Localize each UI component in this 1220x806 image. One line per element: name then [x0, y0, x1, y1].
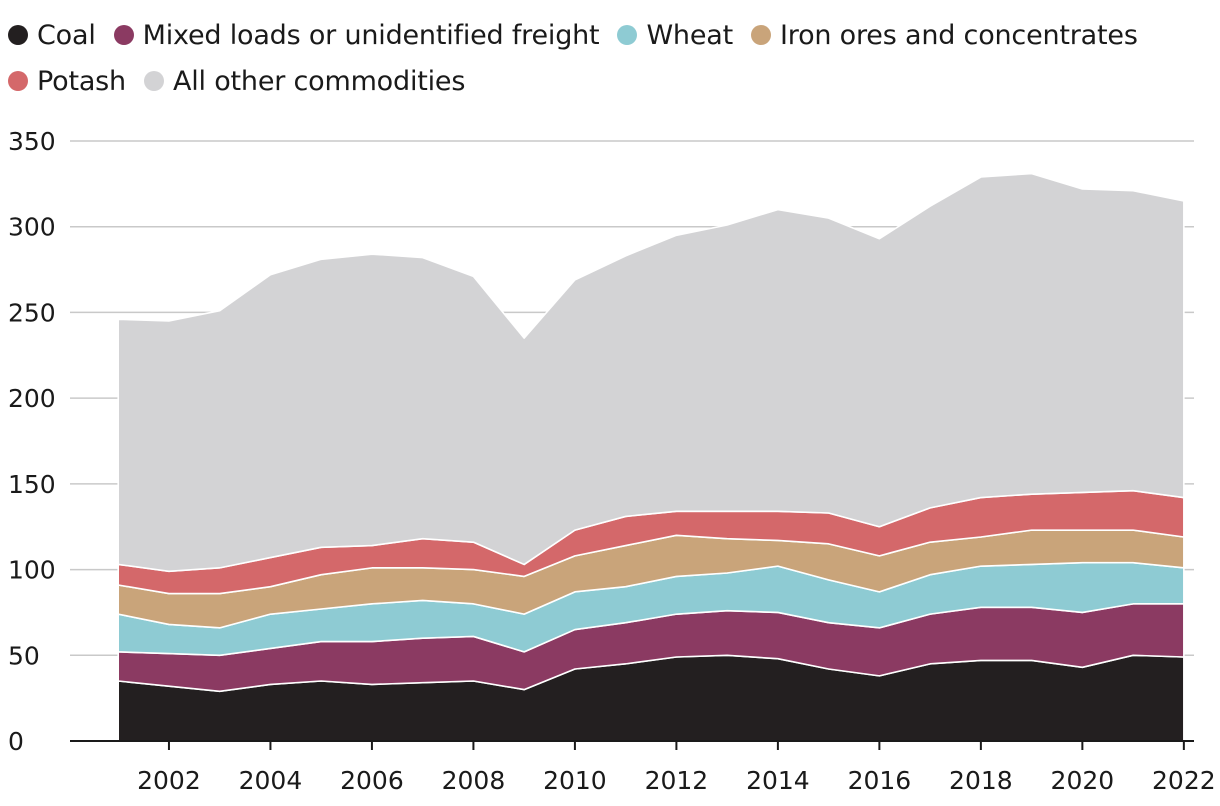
- legend-label-potash: Potash: [37, 65, 126, 97]
- legend-swatch-potash: [8, 71, 28, 91]
- x-tick-label-2016: 2016: [848, 766, 912, 795]
- x-axis: 2002 2004 2006 2008 2010 2012 2014 2016 2018 2020…: [70, 740, 1216, 795]
- legend-swatch-wheat: [617, 25, 638, 45]
- y-tick-label-200: 200: [8, 384, 56, 413]
- x-tick-label-2008: 2008: [442, 766, 506, 795]
- legend-label-mixed-loads: Mixed loads or unidentified freight: [142, 19, 600, 51]
- legend-label-coal: Coal: [37, 19, 96, 51]
- area-series-all-other-commodities: [117, 172, 1185, 573]
- x-tick-label-2012: 2012: [645, 766, 709, 795]
- x-tick-label-2022: 2022: [1152, 766, 1216, 795]
- x-tick-label-2020: 2020: [1051, 766, 1115, 795]
- legend: Coal Mixed loads or unidentified freight…: [8, 12, 1208, 104]
- legend-label-wheat: Wheat: [646, 19, 733, 51]
- y-axis-labels: 0 50 100 150 200 250 300 350: [8, 127, 56, 756]
- legend-swatch-mixed-loads: [113, 25, 134, 45]
- legend-row-1: Coal Mixed loads or unidentified freight…: [8, 12, 1208, 58]
- legend-label-iron-ores: Iron ores and concentrates: [780, 19, 1138, 51]
- x-tick-label-2006: 2006: [340, 766, 404, 795]
- legend-item-mixed-loads: Mixed loads or unidentified freight: [113, 19, 600, 51]
- y-tick-label-50: 50: [8, 641, 40, 670]
- legend-item-wheat: Wheat: [617, 20, 733, 51]
- x-tick-label-2010: 2010: [543, 766, 607, 795]
- legend-item-coal: Coal: [8, 20, 96, 51]
- x-tick-label-2014: 2014: [746, 766, 810, 795]
- y-tick-label-150: 150: [8, 470, 56, 499]
- x-tick-label-2018: 2018: [949, 766, 1013, 795]
- y-tick-label-300: 300: [8, 213, 56, 242]
- legend-item-iron-ores: Iron ores and concentrates: [751, 20, 1138, 51]
- legend-row-2: Potash All other commodities: [8, 58, 1208, 104]
- legend-swatch-all-other: [143, 71, 164, 91]
- area-series-group: [117, 172, 1185, 742]
- y-tick-label-0: 0: [8, 727, 24, 756]
- y-tick-label-350: 350: [8, 127, 56, 156]
- y-tick-label-250: 250: [8, 298, 56, 327]
- x-tick-label-2002: 2002: [137, 766, 201, 795]
- legend-swatch-iron-ores: [751, 25, 771, 45]
- legend-item-potash: Potash: [8, 66, 126, 97]
- y-tick-label-100: 100: [8, 556, 56, 585]
- legend-swatch-coal: [8, 25, 28, 45]
- legend-label-all-other: All other commodities: [172, 65, 466, 97]
- x-tick-label-2004: 2004: [239, 766, 303, 795]
- legend-item-all-other: All other commodities: [143, 65, 466, 97]
